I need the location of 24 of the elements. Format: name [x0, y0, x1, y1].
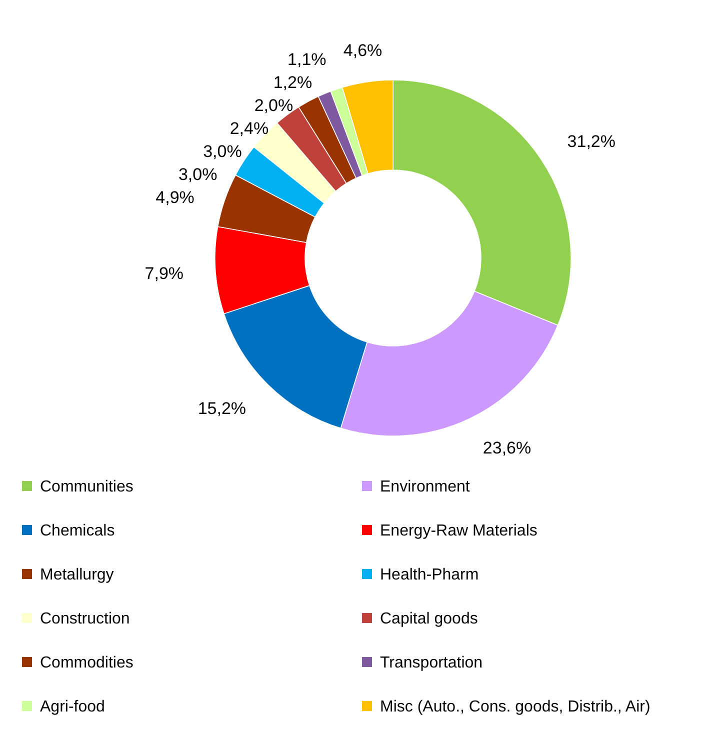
legend-label: Commodities: [40, 654, 134, 672]
data-label: 7,9%: [144, 264, 184, 283]
legend-label: Metallurgy: [40, 566, 114, 584]
data-label: 4,6%: [343, 41, 382, 60]
legend-label: Construction: [40, 610, 130, 628]
data-label: 15,2%: [198, 398, 246, 418]
legend-label: Agri-food: [40, 698, 105, 716]
data-label: 2,4%: [230, 118, 269, 138]
legend-label: Health-Pharm: [380, 566, 479, 584]
legend-label: Misc (Auto., Cons. goods, Distrib., Air): [380, 698, 650, 716]
data-label: 1,2%: [273, 72, 312, 92]
legend-label: Communities: [40, 478, 134, 496]
data-label: 2,0%: [254, 96, 294, 115]
data-label: 31,2%: [567, 132, 616, 151]
legend-label: Capital goods: [380, 610, 478, 628]
legend-label: Environment: [380, 478, 470, 496]
data-label: 23,6%: [482, 438, 532, 458]
data-label: 3,0%: [178, 164, 218, 184]
data-label: 3,0%: [203, 142, 242, 161]
data-label: 4,9%: [156, 188, 194, 207]
legend-label: Transportation: [380, 654, 483, 672]
data-label: 1,1%: [288, 50, 326, 69]
legend-label: Energy-Raw Materials: [380, 522, 538, 540]
legend-label: Chemicals: [40, 522, 115, 540]
